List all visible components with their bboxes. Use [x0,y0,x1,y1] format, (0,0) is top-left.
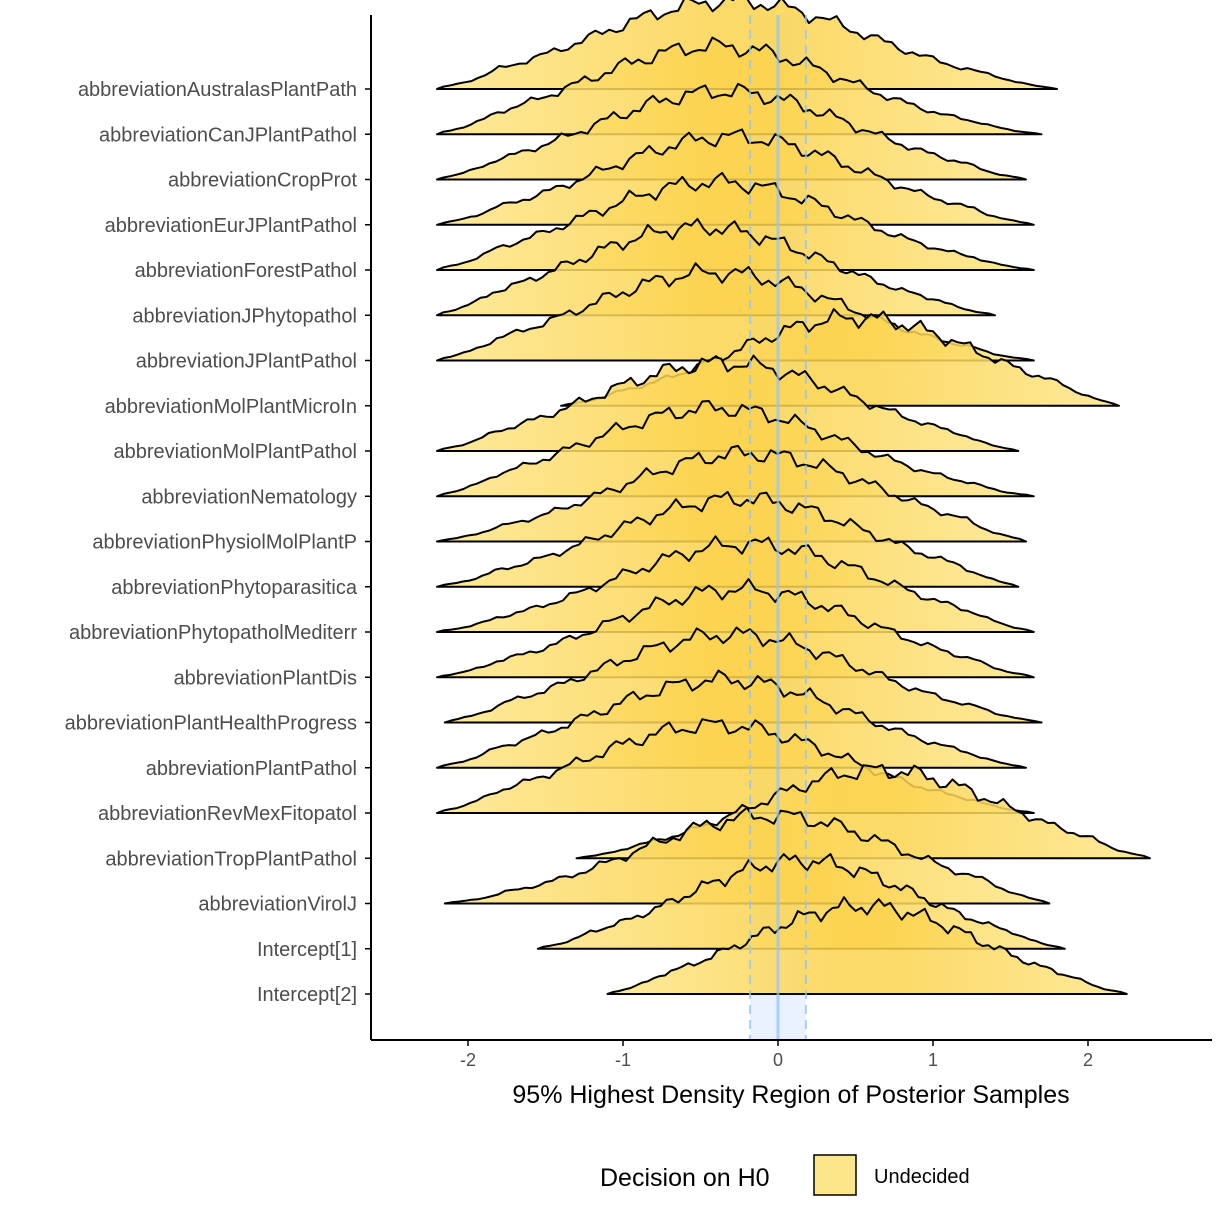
ridge-abbreviationplanthealthprogress [443,626,1043,724]
ridge-abbreviationplantpathol [436,669,1027,769]
y-tick-label-abbreviationeurjplantpathol: abbreviationEurJPlantPathol [105,215,357,237]
y-tick-label-abbreviationaustralasplantpath: abbreviationAustralasPlantPath [78,79,357,101]
axes [365,15,1212,1046]
y-tick-label-abbreviationjplantpathol: abbreviationJPlantPathol [136,351,357,373]
y-tick-label-intercept-1: Intercept[1] [257,939,357,961]
ridge-abbreviationphytoparasitica [436,490,1020,588]
ridge-intercept-2 [606,896,1128,995]
legend: Decision on H0 Undecided [600,1154,970,1196]
y-tick-label-abbreviationmolplantmicroin: abbreviationMolPlantMicroIn [105,396,357,418]
x-tick-labels: -2 -1 0 1 2 [460,1050,1093,1070]
legend-title: Decision on H0 [600,1164,770,1192]
x-tick-label-2: 0 [773,1050,783,1070]
legend-key-undecided [813,1154,857,1196]
ridges [436,0,1151,995]
y-tick-label-abbreviationphysiolmolplantp: abbreviationPhysiolMolPlantP [92,532,357,554]
ridge-abbreviationphysiolmolplantp [436,444,1027,543]
y-tick-label-abbreviationforestpathol: abbreviationForestPathol [135,260,357,282]
ridge-abbreviationmolplantpathol [436,354,1020,452]
x-tick-label-1: -1 [615,1050,631,1070]
ridge-abbreviationphytopatholmediterr [436,535,1035,633]
x-tick-label-4: 2 [1083,1050,1093,1070]
y-tick-label-abbreviationcropprot: abbreviationCropProt [168,170,357,192]
y-tick-label-abbreviationplantdis: abbreviationPlantDis [174,667,357,689]
y-tick-label-abbreviationphytoparasitica: abbreviationPhytoparasitica [111,577,358,599]
x-axis-label: 95% Highest Density Region of Posterior … [512,1081,1069,1109]
y-tick-label-abbreviationplanthealthprogress: abbreviationPlantHealthProgress [65,713,357,735]
y-tick-label-abbreviationrevmexfitopatol: abbreviationRevMexFitopatol [98,803,357,825]
y-tick-label-abbreviationmolplantpathol: abbreviationMolPlantPathol [114,441,358,463]
y-tick-label-abbreviationjphytopathol: abbreviationJPhytopathol [132,305,357,327]
y-tick-label-abbreviationtropplantpathol: abbreviationTropPlantPathol [105,848,357,870]
legend-label-undecided: Undecided [874,1166,970,1188]
y-tick-label-abbreviationvirolj: abbreviationVirolJ [198,894,357,916]
ridge-abbreviationeurjplantpathol [436,128,1035,226]
x-tick-label-3: 1 [928,1050,938,1070]
ridge-abbreviationjphytopathol [436,217,996,317]
y-tick-label-abbreviationphytopatholmediterr: abbreviationPhytopatholMediterr [69,622,357,644]
y-tick-label-intercept-2: Intercept[2] [257,984,357,1006]
y-tick-label-abbreviationplantpathol: abbreviationPlantPathol [146,758,357,780]
y-tick-labels: abbreviationAustralasPlantPath abbreviati… [65,79,358,1006]
ridge-abbreviationaustralasplantpath [436,0,1058,90]
x-tick-label-0: -2 [460,1050,476,1070]
y-tick-label-abbreviationcanjplantpathol: abbreviationCanJPlantPathol [99,124,357,146]
rope-lines [749,15,807,1040]
ridge-abbreviationcropprot [436,82,1027,181]
y-tick-label-abbreviationnematology: abbreviationNematology [141,486,357,508]
